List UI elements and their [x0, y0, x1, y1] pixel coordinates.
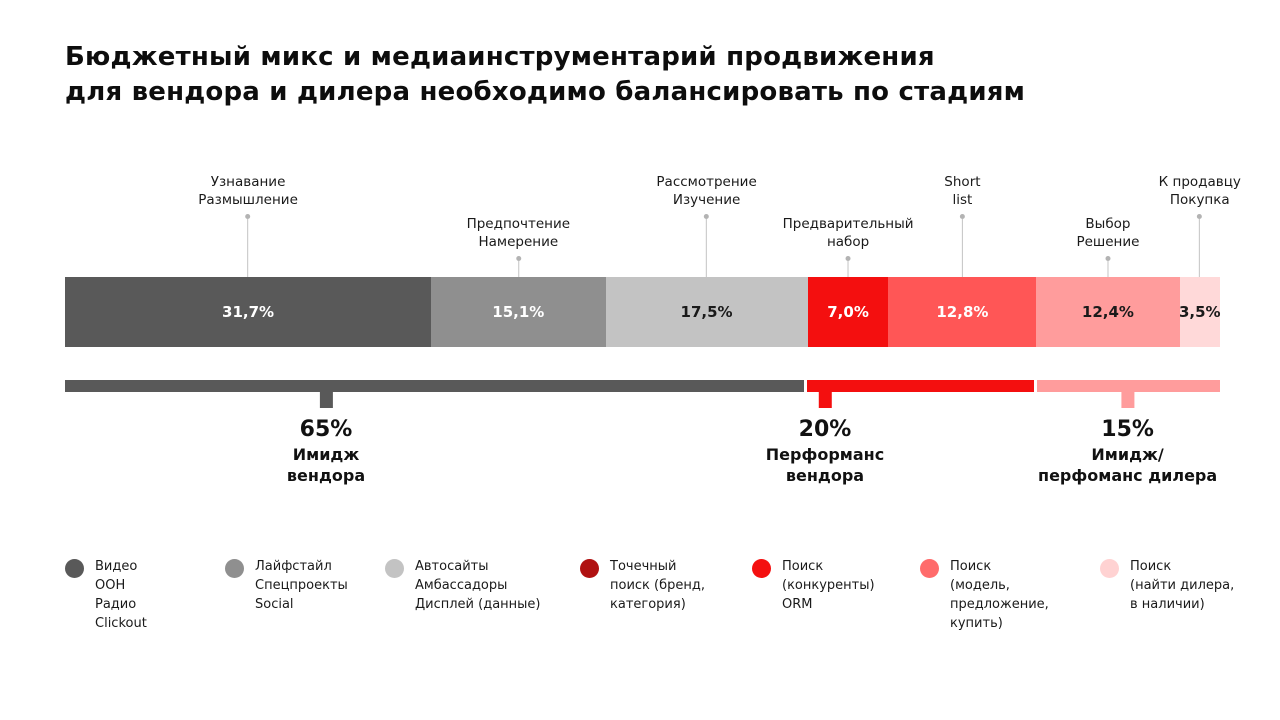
legend-dot	[65, 559, 84, 578]
legend-dot	[752, 559, 771, 578]
stage-callout-6: Выбор Решение	[1076, 215, 1139, 277]
legend-item-7: Поиск (найти дилера, в наличии)	[1100, 558, 1234, 615]
callout-leader-line	[706, 219, 708, 277]
callout-dot	[515, 256, 521, 261]
callout-dot	[704, 214, 710, 219]
group-value: 65%	[299, 417, 353, 442]
stage-label: К продавцу Покупка	[1158, 173, 1241, 208]
group-tick	[1121, 392, 1135, 408]
callout-leader-line	[847, 261, 849, 277]
stage-label: Short list	[944, 173, 981, 208]
legend-label: Лайфстайл Спецпроекты Social	[255, 559, 348, 612]
group-value: 20%	[798, 417, 852, 442]
bar-segment-5: 12,8%	[888, 277, 1037, 347]
callout-dot	[1105, 256, 1111, 261]
legend-label: Автосайты Амбассадоры Дисплей (данные)	[415, 559, 541, 612]
group-annotation-3: 15% Имидж/перфоманс дилера	[1038, 392, 1217, 487]
callout-dot	[245, 214, 251, 219]
stage-callout-1: Узнавание Размышление	[198, 173, 298, 277]
callout-dot	[845, 256, 851, 261]
legend-label: Поиск (найти дилера, в наличии)	[1130, 559, 1235, 612]
stacked-bar: 31,7% 15,1% 17,5% 7,0% 12,8% 12,4% 3,5%	[65, 277, 1221, 347]
callout-layer: Узнавание Размышление Предпочтение Намерени…	[65, 158, 1241, 277]
callout-leader-line	[1107, 261, 1109, 277]
segment-value-label: 17,5%	[680, 303, 733, 321]
bar-segment-6: 12,4%	[1036, 277, 1180, 347]
stage-callout-3: Рассмотрение Изучение	[656, 173, 757, 277]
page-title: Бюджетный микс и медиаинструментарий про…	[65, 40, 1215, 110]
legend-dot	[385, 559, 404, 578]
group-bar-segment-1	[65, 380, 804, 392]
legend-item-5: Поиск (конкуренты) ORM	[752, 558, 875, 615]
title-line-1: Бюджетный микс и медиаинструментарий про…	[65, 42, 935, 72]
stage-label: Узнавание Размышление	[198, 173, 298, 208]
stage-callout-4: Предварительный набор	[783, 215, 914, 277]
bar-segment-7: 3,5%	[1178, 277, 1221, 347]
group-bar-segment-3	[1037, 380, 1220, 392]
stage-callout-5: Short list	[944, 173, 981, 277]
segment-value-label: 12,8%	[936, 303, 989, 321]
segment-value-label: 31,7%	[222, 303, 275, 321]
group-bar-segment-2	[806, 380, 1035, 392]
legend-label: Точечный поиск (бренд, категория)	[610, 559, 705, 612]
callout-leader-line	[517, 261, 519, 277]
callout-leader-line	[961, 219, 963, 277]
legend-label: Видео OOH Радио Clickout	[95, 559, 147, 631]
group-name: Имидж вендора	[286, 445, 366, 485]
segment-value-label: 3,5%	[1178, 303, 1221, 321]
legend-item-6: Поиск (модель, предложение, купить)	[920, 558, 1049, 633]
group-name: Перформанс вендора	[765, 445, 885, 485]
bar-segment-1: 31,7%	[65, 277, 432, 347]
group-tick	[818, 392, 832, 408]
group-name: Имидж/перфоманс дилера	[1038, 445, 1218, 485]
stage-label: Предпочтение Намерение	[466, 215, 571, 250]
stage-label: Рассмотрение Изучение	[656, 173, 757, 208]
stage-label: Выбор Решение	[1076, 215, 1140, 250]
legend-dot	[920, 559, 939, 578]
segment-value-label: 15,1%	[492, 303, 545, 321]
group-annotation-1: 65% Имидж вендора	[287, 392, 365, 487]
callout-leader-line	[247, 219, 249, 277]
group-value: 15%	[1101, 417, 1154, 442]
legend-item-2: Лайфстайл Спецпроекты Social	[225, 558, 348, 615]
legend-label: Поиск (конкуренты) ORM	[782, 559, 875, 612]
bar-segment-4: 7,0%	[807, 277, 889, 347]
legend-label: Поиск (модель, предложение, купить)	[950, 559, 1049, 631]
segment-value-label: 7,0%	[827, 303, 869, 321]
title-line-2: для вендора и дилера необходимо балансир…	[65, 77, 1026, 108]
legend-item-3: Автосайты Амбассадоры Дисплей (данные)	[385, 558, 541, 615]
segment-value-label: 12,4%	[1081, 303, 1134, 321]
stage-label: Предварительный набор	[782, 215, 914, 250]
bar-segment-2: 15,1%	[431, 277, 606, 347]
stage-callout-2: Предпочтение Намерение	[466, 215, 571, 277]
legend-item-4: Точечный поиск (бренд, категория)	[580, 558, 705, 615]
legend-dot	[1100, 559, 1119, 578]
callout-leader-line	[1199, 219, 1201, 277]
group-annotation-2: 20% Перформанс вендора	[766, 392, 884, 487]
bar-segment-3: 17,5%	[605, 277, 808, 347]
stage-callout-7: К продавцу Покупка	[1159, 173, 1241, 277]
legend: Видео OOH Радио Clickout Лайфстайл Спецпроект…	[0, 558, 1280, 688]
group-layer: 65% Имидж вендора 20% Перформанс вендора 15% Им…	[65, 392, 1220, 512]
callout-dot	[959, 214, 965, 219]
callout-dot	[1197, 214, 1203, 219]
group-tick	[319, 392, 333, 408]
group-bar	[65, 380, 1220, 392]
legend-item-1: Видео OOH Радио Clickout	[65, 558, 147, 633]
legend-dot	[225, 559, 244, 578]
legend-dot	[580, 559, 599, 578]
